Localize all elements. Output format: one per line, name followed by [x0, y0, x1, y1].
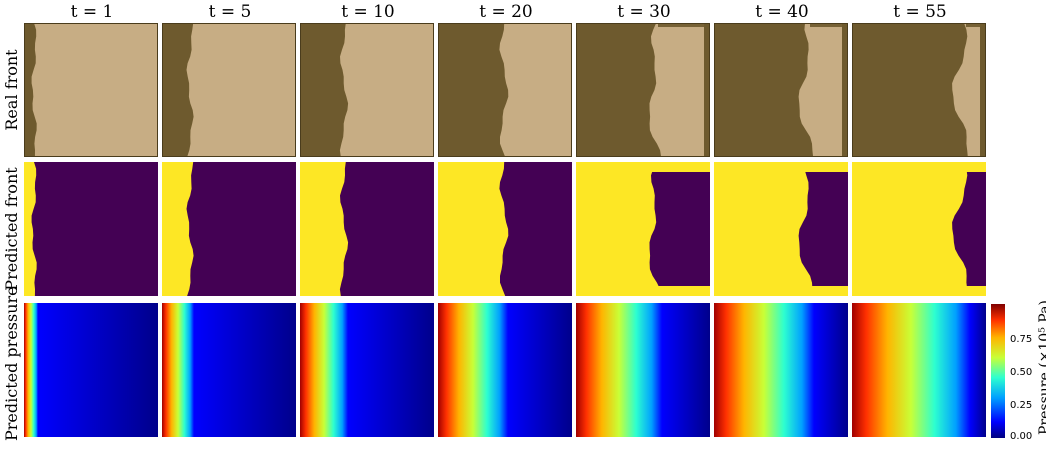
- predicted-front-panel-3: [438, 162, 572, 296]
- predicted-front-panel-0: [24, 162, 158, 296]
- row-label-predicted-pressure: Predicted pressure: [2, 286, 21, 441]
- time-label-1: t = 1: [70, 2, 114, 22]
- real-front-panel-2: [300, 23, 434, 157]
- colorbar-tick-025: 0.25: [1010, 400, 1033, 411]
- predicted-front-panel-6: [852, 162, 986, 296]
- row-label-predicted-front: Predicted front: [2, 167, 21, 291]
- predicted-pressure-panel-0: [24, 303, 158, 437]
- colorbar-tick-075: 0.75: [1010, 334, 1033, 345]
- predicted-pressure-panel-1: [162, 303, 296, 437]
- real-front-panel-4: [576, 23, 710, 157]
- predicted-pressure-panel-3: [438, 303, 572, 437]
- time-label-55: t = 55: [893, 2, 947, 22]
- time-label-30: t = 30: [617, 2, 671, 22]
- real-front-panel-1: [162, 23, 296, 157]
- predicted-pressure-panel-4: [576, 303, 710, 437]
- colorbar-label: Pressure (×10⁵ Pa): [1037, 300, 1046, 435]
- colorbar-tick-0: 0.00: [1010, 431, 1033, 442]
- predicted-front-panel-1: [162, 162, 296, 296]
- predicted-pressure-panel-6: [852, 303, 986, 437]
- pressure-colorbar: [991, 304, 1005, 438]
- real-front-panel-0: [24, 23, 158, 157]
- predicted-front-panel-4: [576, 162, 710, 296]
- predicted-front-panel-5: [714, 162, 848, 296]
- time-label-40: t = 40: [755, 2, 809, 22]
- row-label-real-front: Real front: [2, 49, 21, 131]
- predicted-front-panel-2: [300, 162, 434, 296]
- real-front-panel-3: [438, 23, 572, 157]
- real-front-panel-5: [714, 23, 848, 157]
- time-label-5: t = 5: [208, 2, 252, 22]
- predicted-pressure-panel-2: [300, 303, 434, 437]
- real-front-panel-6: [852, 23, 986, 157]
- predicted-pressure-panel-5: [714, 303, 848, 437]
- colorbar-tick-050: 0.50: [1010, 367, 1033, 378]
- time-label-10: t = 10: [341, 2, 395, 22]
- time-label-20: t = 20: [479, 2, 533, 22]
